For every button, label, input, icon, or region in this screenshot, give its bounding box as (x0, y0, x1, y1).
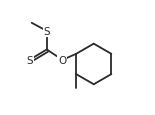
Text: S: S (26, 55, 33, 65)
Text: O: O (58, 55, 66, 65)
Text: S: S (43, 27, 50, 37)
